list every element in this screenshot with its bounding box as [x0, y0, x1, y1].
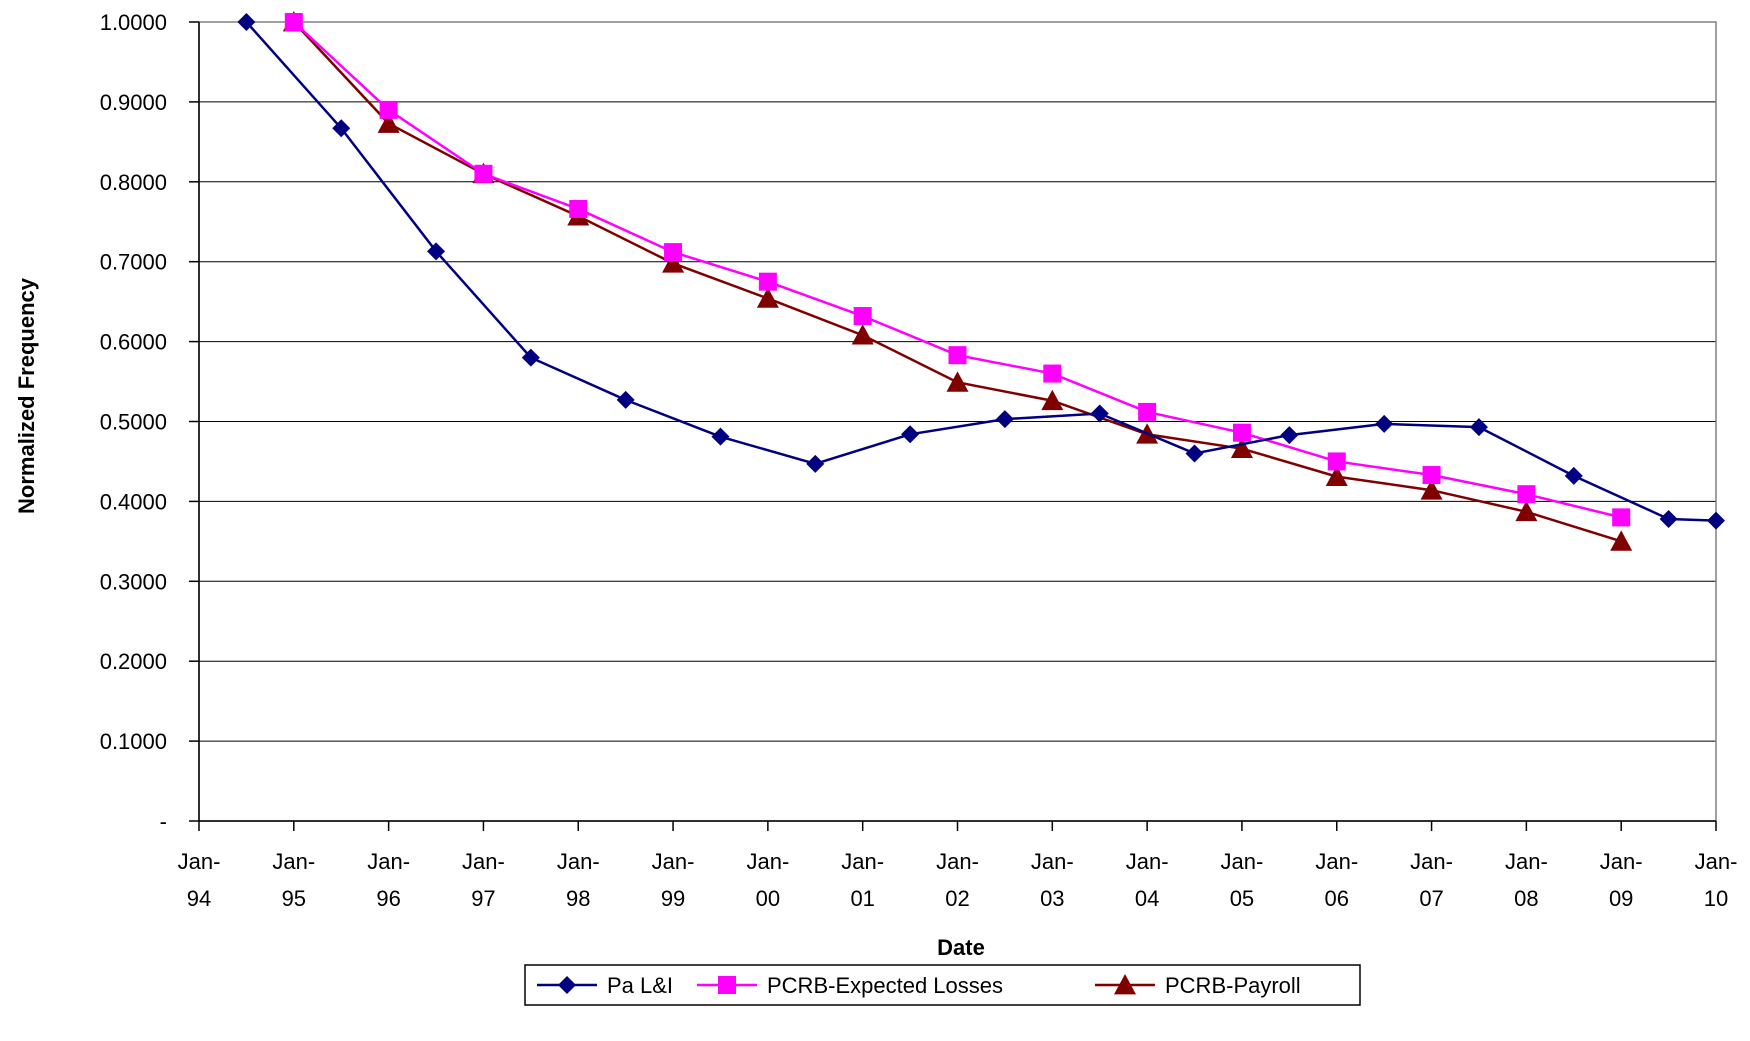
axes — [189, 21, 1717, 831]
legend-label: PCRB-Payroll — [1165, 973, 1301, 998]
series-line — [292, 21, 1622, 519]
legend-box — [524, 964, 1361, 1006]
data-point — [664, 243, 683, 262]
y-tick-label: 0.4000 — [100, 489, 167, 514]
legend-label: PCRB-Expected Losses — [767, 973, 1003, 998]
x-tick-label: Jan-02 — [936, 849, 979, 911]
x-axis-title: Date — [937, 935, 985, 960]
legend-label: Pa L&I — [607, 973, 673, 998]
data-point — [237, 13, 256, 31]
data-point — [1325, 465, 1348, 486]
data-point — [1230, 437, 1253, 459]
series-1 — [284, 13, 1631, 527]
data-point — [1420, 479, 1443, 500]
data-point — [616, 390, 635, 409]
y-axis-title: Normalized Frequency — [14, 277, 39, 514]
x-tick-label: Jan-99 — [652, 849, 695, 911]
data-point — [1422, 466, 1441, 485]
y-tick-label: 0.7000 — [100, 250, 167, 275]
series-line — [292, 21, 1622, 543]
y-tick-label: 0.8000 — [100, 170, 167, 195]
x-tick-label: Jan-04 — [1126, 849, 1169, 911]
data-point — [1041, 389, 1064, 411]
legend-marker — [1114, 974, 1136, 995]
data-point — [569, 199, 588, 218]
data-point — [1280, 426, 1299, 445]
data-point — [853, 307, 872, 326]
data-point — [995, 410, 1014, 429]
legend-marker — [558, 976, 576, 994]
x-tick-label: Jan-07 — [1410, 849, 1453, 911]
data-point — [948, 346, 967, 365]
legend: Pa L&I PCRB-Expected Losses PCRB-Payroll — [524, 964, 1361, 1006]
data-point — [1375, 414, 1394, 433]
x-tick-label: Jan-01 — [841, 849, 884, 911]
y-tick-label: 0.6000 — [100, 330, 167, 355]
data-point — [711, 427, 730, 446]
data-point — [662, 252, 685, 273]
data-point — [851, 324, 874, 345]
x-tick-label: Jan-94 — [178, 849, 221, 911]
data-point — [332, 119, 351, 138]
data-point — [1517, 485, 1536, 504]
legend-marker — [718, 976, 736, 994]
y-tick-label: 0.2000 — [100, 649, 167, 674]
x-tick-label: Jan-98 — [557, 849, 600, 911]
data-point — [377, 112, 400, 133]
x-tick-label: Jan-96 — [367, 849, 410, 911]
x-tick-label: Jan-09 — [1600, 849, 1643, 911]
data-point — [521, 348, 540, 367]
data-point — [1327, 452, 1346, 471]
data-point — [474, 164, 493, 183]
x-tick-label: Jan-08 — [1505, 849, 1548, 911]
data-point — [1232, 423, 1251, 442]
x-tick-label: Jan-97 — [462, 849, 505, 911]
data-point — [379, 100, 398, 119]
data-point — [758, 272, 777, 291]
y-tick-label: - — [160, 809, 167, 834]
data-point — [1659, 509, 1678, 528]
y-tick-label: 0.3000 — [100, 569, 167, 594]
x-tick-label: Jan-05 — [1221, 849, 1264, 911]
data-point — [1138, 402, 1157, 421]
data-point — [1610, 530, 1633, 551]
data-point — [806, 454, 825, 473]
data-point — [1469, 418, 1488, 437]
tick-labels: - 0.1000 0.2000 0.3000 0.4000 0.5000 0.6000 0.7… — [100, 10, 1738, 911]
series-0 — [237, 13, 1725, 530]
x-tick-label: Jan-10 — [1695, 849, 1738, 911]
data-point — [427, 242, 446, 261]
x-tick-label: Jan-00 — [746, 849, 789, 911]
data-point — [1090, 404, 1109, 423]
data-point — [1707, 511, 1725, 530]
data-point — [284, 13, 303, 31]
y-tick-label: 0.5000 — [100, 410, 167, 435]
x-tick-label: Jan-95 — [272, 849, 315, 911]
data-point — [1515, 500, 1538, 522]
data-point — [756, 287, 779, 308]
data-point — [1564, 466, 1583, 485]
data-point — [1185, 444, 1204, 463]
data-point — [946, 371, 969, 392]
x-tick-label: Jan-03 — [1031, 849, 1074, 911]
data-point — [1043, 364, 1062, 383]
x-tick-label: Jan-06 — [1315, 849, 1358, 911]
data-point — [901, 425, 920, 444]
series-line — [245, 21, 1717, 522]
y-tick-label: 0.1000 — [100, 729, 167, 754]
data-point — [1612, 508, 1631, 527]
series-layer — [237, 11, 1725, 551]
y-tick-label: 1.0000 — [100, 10, 167, 35]
y-tick-label: 0.9000 — [100, 90, 167, 115]
